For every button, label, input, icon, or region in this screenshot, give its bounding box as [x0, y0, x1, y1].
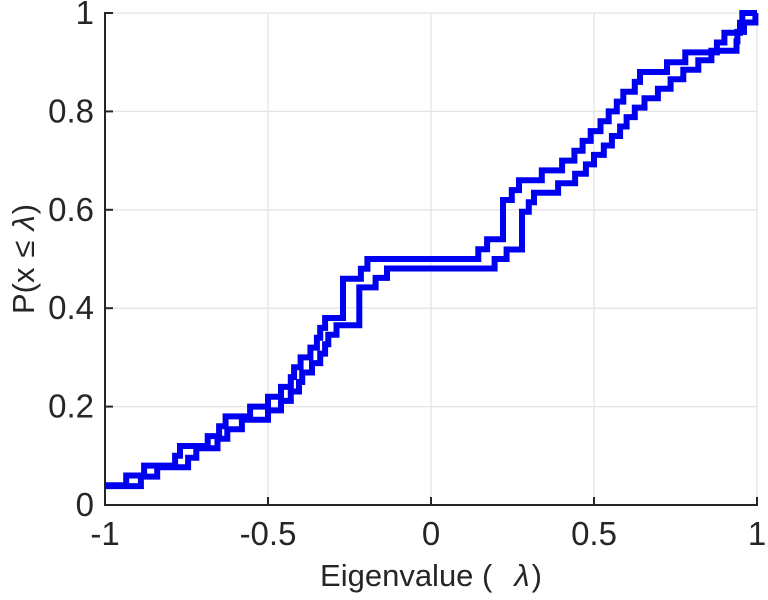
- y-axis-label: P(x≤λ): [6, 204, 41, 314]
- x-tick-label-4: 1: [748, 515, 766, 552]
- y-tick-label-1: 0.2: [48, 388, 94, 425]
- x-tick-label-3: 0.5: [571, 515, 617, 552]
- x-tick-label-1: -0.5: [240, 515, 297, 552]
- x-tick-label-2: 0: [422, 515, 440, 552]
- ecdf-curve-1: [105, 10, 757, 489]
- y-tick-label-3: 0.6: [48, 191, 94, 228]
- y-tick-label-0: 0: [76, 486, 94, 523]
- y-tick-label-5: 1: [76, 0, 94, 31]
- x-axis-label: Eigenvalue (λ): [320, 558, 542, 593]
- y-tick-label-4: 0.8: [48, 92, 94, 129]
- x-tick-label-0: -1: [90, 515, 119, 552]
- ecdf-curve-2: [105, 10, 759, 490]
- y-tick-label-2: 0.4: [48, 289, 94, 326]
